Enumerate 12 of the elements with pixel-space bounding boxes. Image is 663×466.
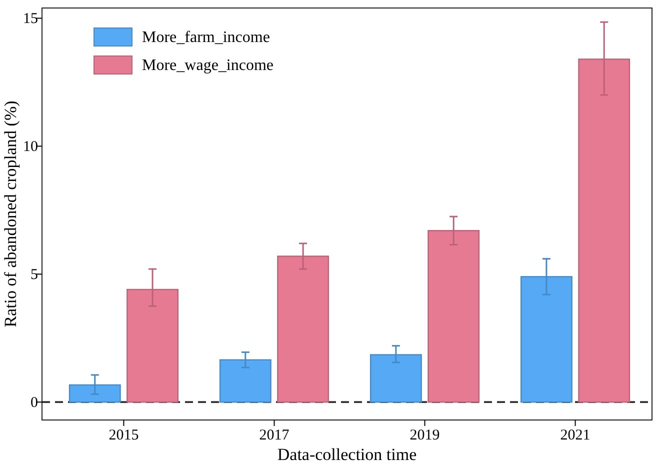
x-tick-label: 2017	[259, 428, 290, 444]
y-tick-label: 15	[23, 11, 38, 28]
x-tick-label: 2015	[108, 428, 139, 444]
y-tick-label: 0	[30, 394, 38, 411]
legend-label: More_farm_income	[142, 29, 270, 46]
legend-label: More_wage_income	[142, 57, 274, 74]
y-tick-label: 10	[23, 138, 38, 155]
x-tick-label: 2019	[410, 428, 440, 444]
y-tick-label: 5	[30, 266, 38, 283]
x-tick-label: 2021	[560, 428, 590, 444]
x-axis-title: Data-collection time	[277, 445, 417, 464]
y-axis-title: Ratio of abandoned cropland (%)	[1, 100, 20, 328]
